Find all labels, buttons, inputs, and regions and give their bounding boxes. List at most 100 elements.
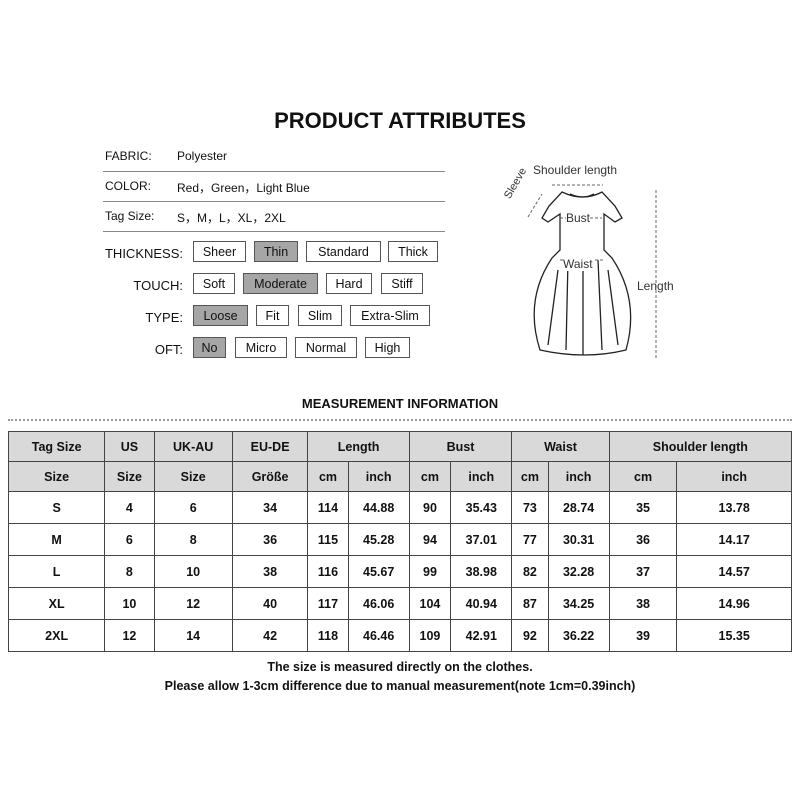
table-cell: 6 [153, 491, 233, 524]
divider [103, 201, 445, 202]
table-row: L 8 10 38 116 45.67 99 38.98 82 32.28 37 14.57 [7, 555, 792, 588]
shoulder-length-label: Shoulder length [533, 163, 618, 177]
column-header: US [104, 431, 155, 462]
table-cell: 8 [153, 523, 233, 556]
table-cell: 46.06 [347, 587, 410, 620]
table-cell: 39 [608, 619, 678, 652]
unit-header: cm [608, 461, 678, 492]
table-cell: 13.78 [676, 491, 792, 524]
waist-label: Waist [563, 257, 593, 271]
table-cell: 35 [608, 491, 678, 524]
table-cell: 37 [608, 555, 678, 588]
option-extra-slim: Extra-Slim [350, 305, 430, 326]
table-cell: 30.31 [547, 523, 610, 556]
note-difference: Please allow 1-3cm difference due to man… [164, 679, 636, 693]
table-cell: 36 [231, 523, 309, 556]
table-cell: 14.96 [676, 587, 792, 620]
column-header: Shoulder length [608, 431, 793, 462]
option-thick: Thick [388, 241, 438, 262]
note-measured: The size is measured directly on the clo… [267, 660, 533, 674]
table-cell: 36.22 [547, 619, 610, 652]
unit-header: cm [408, 461, 452, 492]
fabric-value: Polyester [177, 149, 228, 163]
table-cell: 12 [104, 619, 155, 652]
table-cell: 32.28 [547, 555, 610, 588]
table-cell: 12 [153, 587, 233, 620]
unit-header: inch [676, 461, 792, 492]
table-cell: 117 [307, 587, 349, 620]
table-cell: M [7, 523, 106, 556]
table-cell: 115 [307, 523, 349, 556]
table-cell: 6 [104, 523, 155, 556]
color-value: Red，Green，Light Blue [177, 181, 310, 195]
option-standard: Standard [306, 241, 381, 262]
table-cell: 10 [104, 587, 155, 620]
option-micro: Micro [235, 337, 287, 358]
type-label: TYPE: [145, 310, 183, 325]
column-header: UK-AU [153, 431, 233, 462]
table-cell: 42 [231, 619, 309, 652]
table-cell: 35.43 [450, 491, 513, 524]
header-row: Tag Size US UK-AU EU-DE Length Bust Waist Shoul… [7, 431, 793, 462]
table-cell: 28.74 [547, 491, 610, 524]
table-cell: 104 [408, 587, 452, 620]
unit-header: cm [511, 461, 549, 492]
tag-size-label: Tag Size: [105, 209, 155, 223]
table-cell: 87 [511, 587, 549, 620]
table-cell: 92 [511, 619, 549, 652]
table-cell: 99 [408, 555, 452, 588]
option-slim: Slim [298, 305, 342, 326]
table-cell: 14.57 [676, 555, 792, 588]
divider [103, 171, 445, 172]
length-label: Length [637, 279, 674, 293]
option-sheer: Sheer [193, 241, 246, 262]
option-no: No [193, 337, 226, 358]
option-hard: Hard [326, 273, 372, 294]
option-fit: Fit [256, 305, 289, 326]
table-cell: 34.25 [547, 587, 610, 620]
fabric-label: FABRIC: [105, 149, 152, 163]
color-label: COLOR: [105, 179, 152, 193]
table-cell: 118 [307, 619, 349, 652]
table-cell: XL [7, 587, 106, 620]
unit-header: inch [450, 461, 513, 492]
dotted-divider [8, 419, 792, 421]
option-normal: Normal [295, 337, 357, 358]
option-moderate: Moderate [243, 273, 318, 294]
table-cell: 14.17 [676, 523, 792, 556]
unit-header: Größe [231, 461, 309, 492]
table-cell: 45.28 [347, 523, 410, 556]
bust-label: Bust [566, 211, 591, 225]
subheader-row: Size Size Size Größe cm inch cm inch cm inch cm inc… [7, 461, 792, 492]
table-cell: 2XL [7, 619, 106, 652]
table-row: 2XL 12 14 42 118 46.46 109 42.91 92 36.22 39 15.35 [7, 619, 792, 652]
table-cell: 38 [231, 555, 309, 588]
table-cell: 38 [608, 587, 678, 620]
table-cell: 73 [511, 491, 549, 524]
option-thin: Thin [254, 241, 298, 262]
table-cell: 36 [608, 523, 678, 556]
table-cell: 42.91 [450, 619, 513, 652]
size-table: Tag Size US UK-AU EU-DE Length Bust Waist Shoul… [7, 431, 793, 652]
unit-header: inch [347, 461, 410, 492]
unit-header: Size [153, 461, 233, 492]
table-cell: 10 [153, 555, 233, 588]
unit-header: Size [104, 461, 155, 492]
table-cell: 38.98 [450, 555, 513, 588]
table-cell: 40.94 [450, 587, 513, 620]
table-row: M 6 8 36 115 45.28 94 37.01 77 30.31 36 14.17 [7, 523, 792, 556]
option-stiff: Stiff [381, 273, 423, 294]
unit-header: Size [7, 461, 106, 492]
page-title: PRODUCT ATTRIBUTES [274, 108, 526, 133]
table-row: XL 10 12 40 117 46.06 104 40.94 87 34.25 38 14.96 [7, 587, 792, 620]
option-soft: Soft [193, 273, 235, 294]
table-cell: 114 [307, 491, 349, 524]
measurement-title: MEASUREMENT INFORMATION [301, 396, 499, 411]
tag-size-value: S，M，L，XL，2XL [177, 211, 286, 225]
table-cell: 46.46 [347, 619, 410, 652]
column-header: Waist [511, 431, 610, 462]
table-cell: S [7, 491, 106, 524]
table-cell: 82 [511, 555, 549, 588]
column-header: Bust [408, 431, 513, 462]
